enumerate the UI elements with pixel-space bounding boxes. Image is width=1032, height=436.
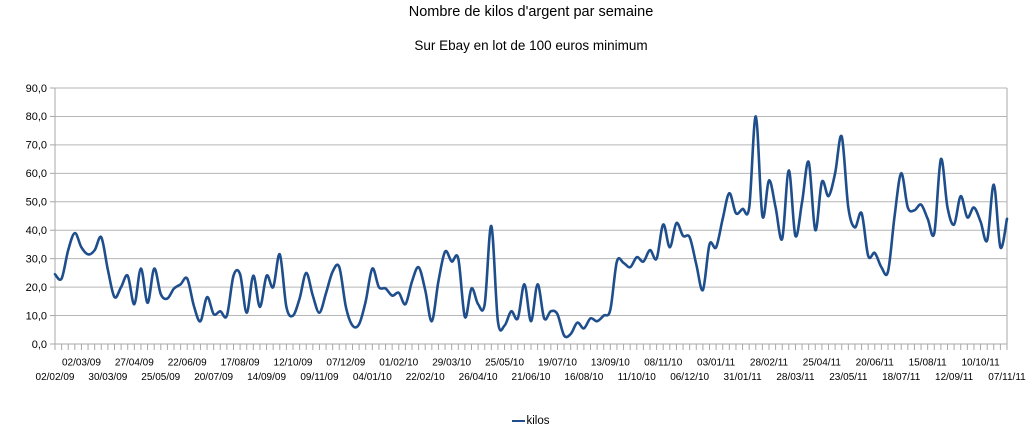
x-tick-label: 20/06/11 (856, 358, 895, 369)
y-tick-label: 60,0 (26, 168, 47, 180)
y-tick-label: 30,0 (26, 253, 47, 265)
chart-title: Nombre de kilos d'argent par semaine (408, 4, 654, 20)
x-tick-label: 25/04/11 (803, 358, 842, 369)
x-tick-label: 13/09/10 (591, 358, 630, 369)
x-tick-label: 03/01/11 (697, 358, 736, 369)
legend-line-marker (512, 419, 526, 423)
x-tick-label: 20/07/09 (194, 372, 233, 383)
x-tick-label: 23/05/11 (829, 372, 868, 383)
y-tick-label: 10,0 (26, 310, 47, 322)
x-tick-label: 07/12/09 (326, 358, 365, 369)
x-tick-label: 27/04/09 (115, 358, 154, 369)
y-tick-label: 50,0 (26, 197, 47, 209)
x-tick-label: 10/10/11 (961, 358, 1000, 369)
x-tick-label: 15/08/11 (909, 358, 948, 369)
y-tick-label: 70,0 (26, 140, 47, 152)
x-tick-label: 18/07/11 (882, 372, 921, 383)
x-tick-label: 26/04/10 (459, 372, 498, 383)
x-tick-label: 28/03/11 (776, 372, 815, 383)
x-tick-label: 22/02/10 (406, 372, 445, 383)
x-tick-label: 12/10/09 (274, 358, 313, 369)
x-tick-label: 17/08/09 (221, 358, 260, 369)
chart-subtitle: Sur Ebay en lot de 100 euros minimum (414, 38, 648, 53)
x-tick-label: 04/01/10 (353, 372, 392, 383)
x-tick-label: 09/11/09 (300, 372, 339, 383)
y-tick-label: 40,0 (26, 225, 47, 237)
x-tick-label: 30/03/09 (88, 372, 127, 383)
x-tick-label: 31/01/11 (723, 372, 762, 383)
x-tick-label: 14/09/09 (247, 372, 286, 383)
y-tick-label: 0,0 (32, 339, 47, 351)
series-line-kilos (53, 115, 1009, 339)
x-tick-label: 22/06/09 (168, 358, 207, 369)
x-tick-label: 06/12/10 (670, 372, 709, 383)
x-tick-label: 01/02/10 (379, 358, 418, 369)
legend: kilos (55, 414, 1007, 428)
x-tick-label: 11/10/10 (618, 372, 657, 383)
x-tick-label: 02/03/09 (62, 358, 101, 369)
x-tick-label: 02/02/09 (36, 372, 75, 383)
legend-label: kilos (526, 415, 550, 427)
x-tick-label: 07/11/11 (988, 372, 1026, 383)
x-tick-label: 25/05/10 (485, 358, 524, 369)
x-tick-label: 25/05/09 (141, 372, 180, 383)
y-tick-label: 80,0 (26, 111, 47, 123)
x-tick-label: 29/03/10 (432, 358, 471, 369)
x-tick-label: 16/08/10 (564, 372, 603, 383)
y-tick-label: 20,0 (26, 282, 47, 294)
x-tick-label: 28/02/11 (750, 358, 789, 369)
x-tick-label: 21/06/10 (512, 372, 551, 383)
y-tick-label: 90,0 (26, 83, 47, 95)
x-tick-label: 19/07/10 (538, 358, 577, 369)
x-tick-label: 12/09/11 (935, 372, 974, 383)
x-tick-label: 08/11/10 (644, 358, 683, 369)
